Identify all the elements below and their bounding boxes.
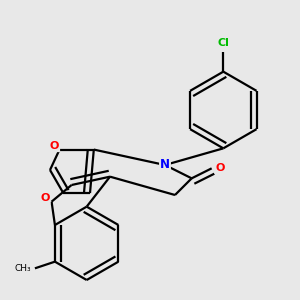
Text: N: N: [160, 158, 170, 172]
Text: O: O: [40, 193, 50, 203]
Text: Cl: Cl: [218, 38, 229, 48]
Text: O: O: [215, 163, 225, 173]
Text: CH₃: CH₃: [15, 264, 31, 273]
Text: O: O: [50, 141, 59, 151]
